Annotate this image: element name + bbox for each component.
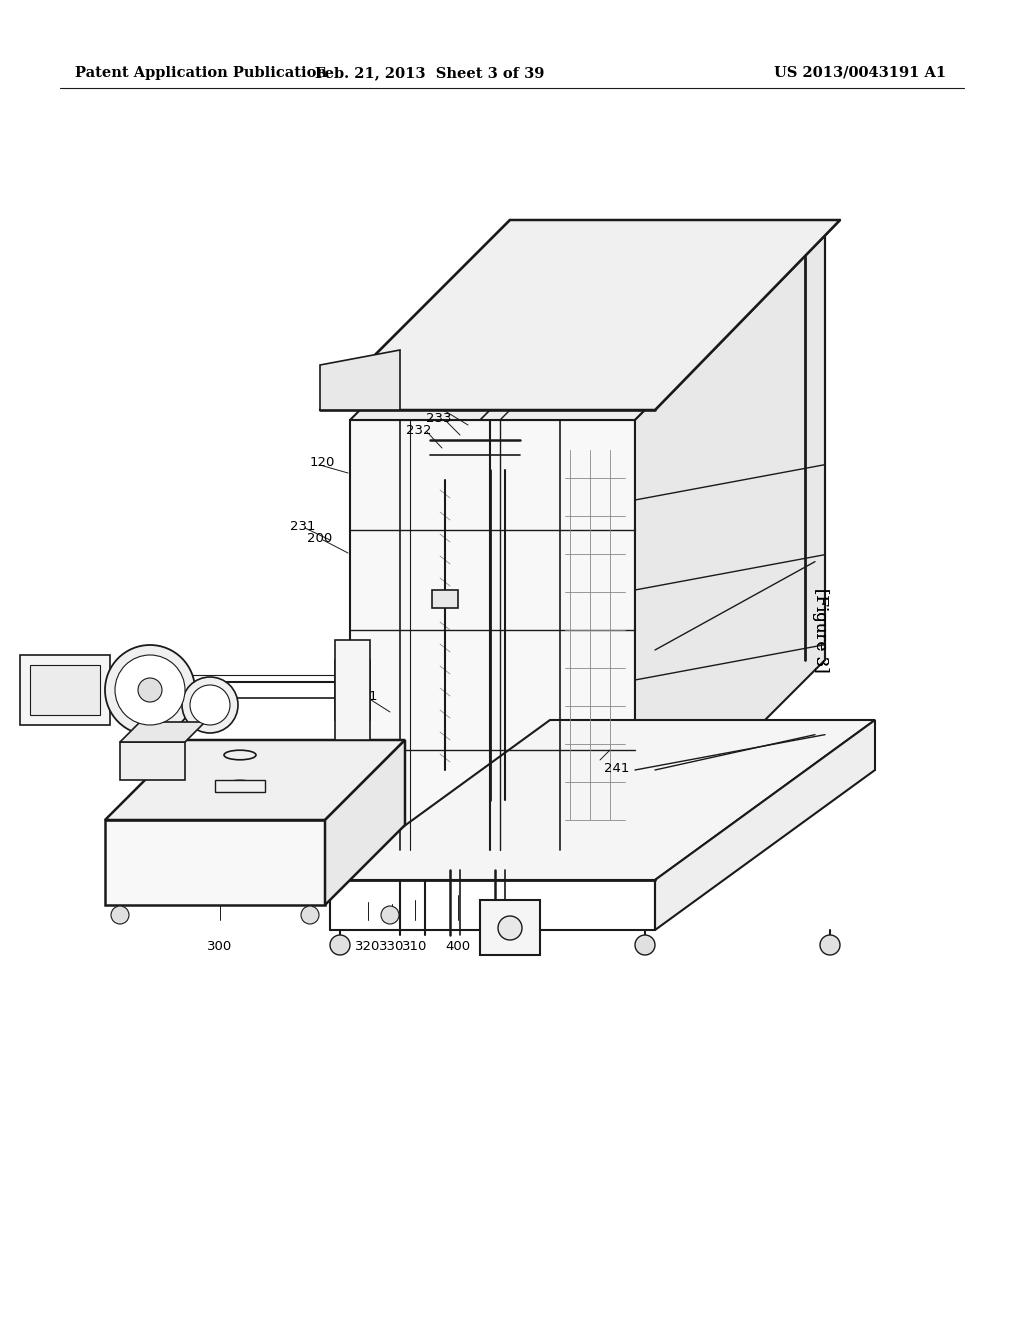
Text: 311: 311: [353, 689, 379, 702]
Text: Feb. 21, 2013  Sheet 3 of 39: Feb. 21, 2013 Sheet 3 of 39: [315, 66, 545, 81]
Text: 150: 150: [534, 355, 559, 368]
Circle shape: [105, 645, 195, 735]
Polygon shape: [635, 230, 825, 850]
Text: Patent Application Publication: Patent Application Publication: [75, 66, 327, 81]
Polygon shape: [120, 722, 205, 742]
Text: 200: 200: [307, 532, 332, 544]
Text: 340: 340: [148, 672, 173, 685]
Text: 330: 330: [379, 940, 404, 953]
Text: 231: 231: [290, 520, 315, 532]
Polygon shape: [319, 350, 400, 411]
Text: 300: 300: [208, 940, 232, 953]
Circle shape: [190, 685, 230, 725]
Circle shape: [115, 655, 185, 725]
Text: 120: 120: [310, 455, 336, 469]
Bar: [432, 590, 458, 609]
Circle shape: [498, 916, 522, 940]
Text: 310: 310: [402, 940, 428, 953]
Bar: [480, 900, 540, 954]
Text: 130: 130: [416, 399, 441, 412]
Bar: [20, 655, 110, 725]
Circle shape: [301, 906, 319, 924]
Text: 233: 233: [426, 412, 452, 425]
Text: 400: 400: [445, 940, 471, 953]
Polygon shape: [335, 660, 370, 719]
Polygon shape: [120, 742, 185, 780]
Text: [Figure 3]: [Figure 3]: [811, 587, 828, 672]
Text: 320: 320: [355, 940, 381, 953]
Polygon shape: [350, 420, 635, 850]
Bar: [335, 640, 370, 741]
Circle shape: [138, 678, 162, 702]
Circle shape: [820, 935, 840, 954]
Polygon shape: [655, 719, 874, 931]
Polygon shape: [105, 741, 406, 820]
Ellipse shape: [224, 780, 256, 789]
Circle shape: [111, 906, 129, 924]
Text: US 2013/0043191 A1: US 2013/0043191 A1: [774, 66, 946, 81]
Circle shape: [635, 935, 655, 954]
Bar: [30, 665, 100, 715]
Polygon shape: [330, 719, 874, 880]
Ellipse shape: [224, 750, 256, 760]
Polygon shape: [319, 220, 840, 411]
Circle shape: [330, 935, 350, 954]
Text: [Figure 3]: [Figure 3]: [811, 587, 828, 672]
Circle shape: [381, 906, 399, 924]
Circle shape: [182, 677, 238, 733]
Polygon shape: [325, 741, 406, 906]
Polygon shape: [350, 230, 825, 420]
Bar: [215, 780, 265, 792]
Polygon shape: [105, 820, 325, 906]
Text: 232: 232: [406, 424, 431, 437]
Text: 241: 241: [604, 762, 630, 775]
